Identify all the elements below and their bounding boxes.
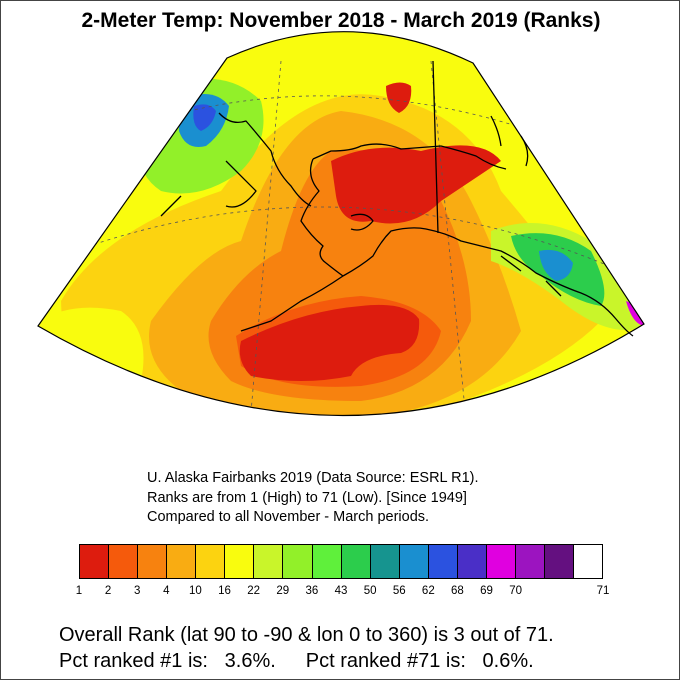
map-outline — [37, 31, 645, 417]
colorbar-swatch-8 — [312, 545, 342, 578]
colorbar-swatch-3 — [167, 545, 197, 578]
colorbar-tick-label: 68 — [451, 585, 464, 597]
colorbar-tick-label: 3 — [134, 585, 141, 597]
field-yellow-sw — [41, 307, 144, 381]
field-red-sea — [239, 304, 420, 381]
colorbar-ticks: 1 2 3 4 10 16 22 29 36 43 50 56 62 68 69 70 71 — [1, 585, 679, 603]
colorbar — [79, 544, 603, 579]
colorbar-swatch-6 — [254, 545, 284, 578]
colorbar-tick-label: 1 — [75, 585, 83, 597]
colorbar-tick-label: 62 — [421, 585, 435, 597]
colorbar-swatch-10 — [370, 545, 400, 578]
source-line-2: Ranks are from 1 (High) to 71 (Low). [Si… — [147, 489, 467, 506]
colorbar-swatch-9 — [341, 545, 371, 578]
colorbar-tick-label: 69 — [480, 585, 493, 597]
overall-rank: Overall Rank (lat 90 to -90 & lon 0 to 3… — [59, 624, 554, 646]
colorbar-swatch-7 — [283, 545, 313, 578]
colorbar-swatch-4 — [196, 545, 226, 578]
pct-rank1: Pct ranked #1 is: 3.6%. — [59, 650, 276, 672]
colorbar-tick-label: 10 — [189, 585, 202, 597]
colorbar-tick-label: 4 — [163, 585, 170, 597]
colorbar-tick-label: 70 — [509, 585, 523, 597]
colorbar-swatch-16 — [545, 545, 575, 578]
source-line-1: U. Alaska Fairbanks 2019 (Data Source: E… — [147, 470, 479, 486]
colorbar-tick-label: 29 — [276, 585, 290, 597]
colorbar-tick-label: 36 — [305, 585, 319, 597]
colorbar-swatch-15 — [515, 545, 545, 578]
source-note: U. Alaska Fairbanks 2019 (Data Source: E… — [147, 469, 479, 528]
colorbar-tick-label: 22 — [247, 585, 261, 597]
colorbar-swatch-13 — [457, 545, 487, 578]
colorbar-tick-label: 43 — [334, 585, 348, 597]
source-line-3: Compared to all November - March periods… — [147, 509, 430, 525]
colorbar-swatch-0 — [80, 545, 110, 578]
colorbar-swatch-2 — [138, 545, 168, 578]
field-red-top — [386, 82, 412, 113]
summary: Overall Rank (lat 90 to -90 & lon 0 to 3… — [59, 622, 554, 674]
coastlines — [160, 60, 634, 337]
colorbar-swatch-5 — [225, 545, 255, 578]
colorbar-swatch-17 — [574, 545, 603, 578]
field-blue-east — [539, 249, 573, 281]
map-title: 2-Meter Temp: November 2018 - March 2019… — [81, 9, 601, 32]
colorbar-swatch-1 — [109, 545, 139, 578]
colorbar-swatch-14 — [486, 545, 516, 578]
colorbar-tick-label: 56 — [392, 585, 406, 597]
field-purple-nw — [193, 104, 216, 131]
colorbar-tick-label: 71 — [596, 585, 610, 597]
colorbar-swatch-12 — [428, 545, 458, 578]
colorbar-swatch-11 — [399, 545, 429, 578]
percent-line: Pct ranked #1 is: 3.6%. Pct ranked #71 is… — [59, 648, 554, 674]
colorbar-tick-label: 2 — [104, 585, 112, 597]
colorbar-tick-label: 16 — [218, 585, 231, 597]
pct-rank71: Pct ranked #71 is: 0.6%. — [305, 650, 534, 672]
colorbar-tick-label: 50 — [363, 585, 377, 597]
field-red-north — [331, 145, 501, 224]
